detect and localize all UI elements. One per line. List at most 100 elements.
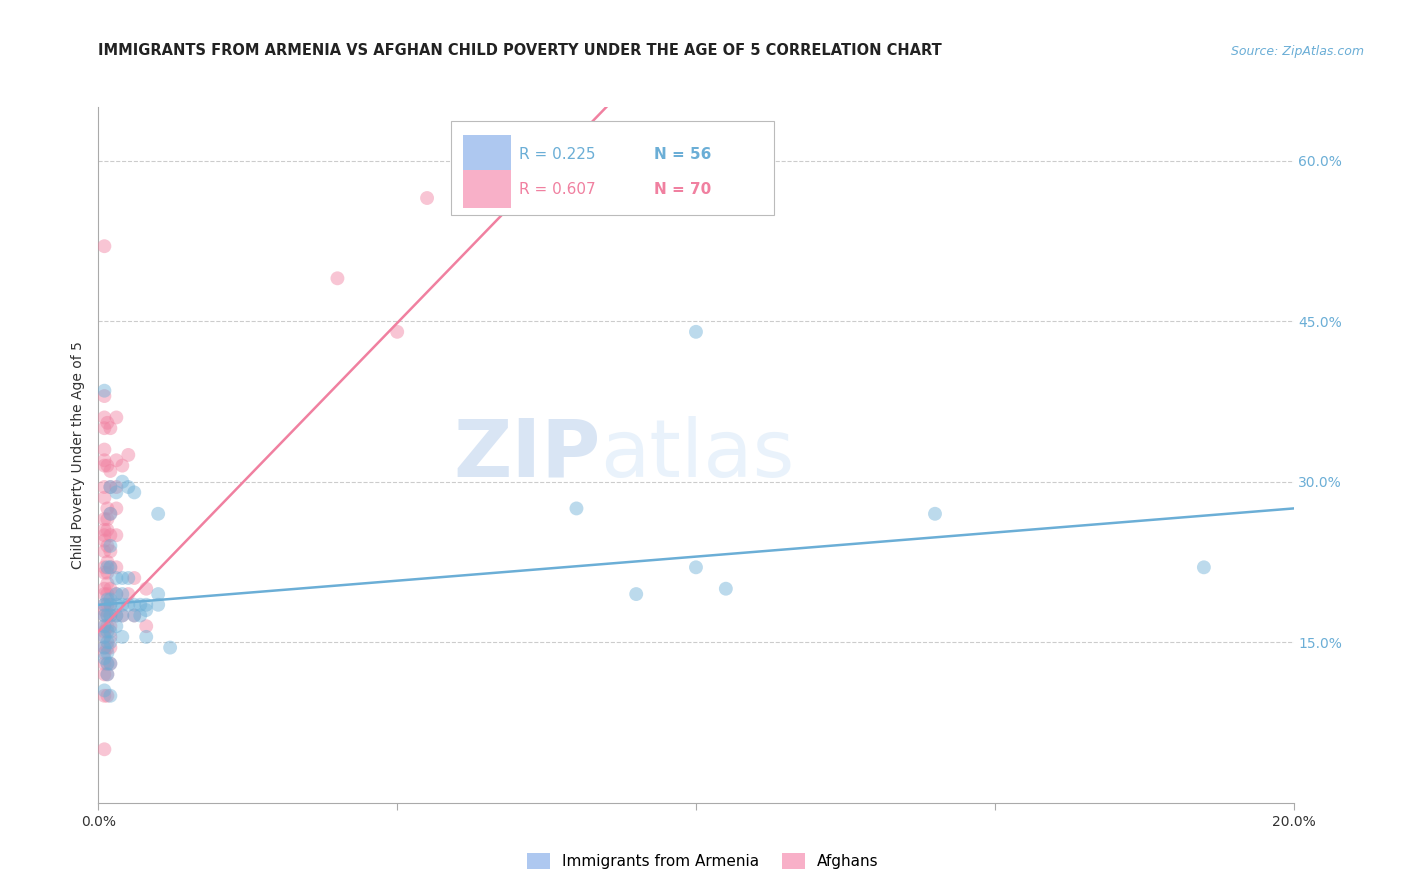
Point xyxy=(100,640,122,655)
Y-axis label: Child Poverty Under the Age of 5: Child Poverty Under the Age of 5 xyxy=(72,341,86,569)
Point xyxy=(124,608,146,623)
Point xyxy=(100,507,122,521)
Point xyxy=(93,630,115,644)
Point xyxy=(96,560,118,574)
Point xyxy=(135,582,157,596)
Point xyxy=(100,592,122,607)
Point xyxy=(93,528,115,542)
Point xyxy=(93,646,115,660)
Point xyxy=(100,598,122,612)
Point xyxy=(96,416,118,430)
Point xyxy=(100,480,122,494)
Point xyxy=(685,560,707,574)
Point xyxy=(135,603,157,617)
Point xyxy=(111,458,134,473)
Point xyxy=(96,523,118,537)
Point xyxy=(105,571,128,585)
Point xyxy=(135,598,157,612)
Point xyxy=(96,646,118,660)
Point xyxy=(148,587,170,601)
Point xyxy=(105,453,128,467)
Point xyxy=(714,582,737,596)
Point xyxy=(100,598,122,612)
Point xyxy=(626,587,648,601)
Point xyxy=(385,325,409,339)
Point xyxy=(148,507,170,521)
Point xyxy=(96,587,118,601)
Point xyxy=(93,640,115,655)
Point xyxy=(96,635,118,649)
Point xyxy=(105,480,128,494)
Text: IMMIGRANTS FROM ARMENIA VS AFGHAN CHILD POVERTY UNDER THE AGE OF 5 CORRELATION C: IMMIGRANTS FROM ARMENIA VS AFGHAN CHILD … xyxy=(98,43,942,58)
Point xyxy=(93,512,115,526)
Point xyxy=(93,453,115,467)
Point xyxy=(124,571,146,585)
Point xyxy=(100,635,122,649)
Point xyxy=(93,619,115,633)
Text: R = 0.225: R = 0.225 xyxy=(519,147,596,161)
Point xyxy=(93,544,115,558)
Text: atlas: atlas xyxy=(600,416,794,494)
Point xyxy=(100,507,122,521)
Point xyxy=(105,410,128,425)
Point xyxy=(96,608,118,623)
Point xyxy=(96,619,118,633)
Point xyxy=(565,501,588,516)
Point xyxy=(96,458,118,473)
Point xyxy=(100,608,122,623)
Point xyxy=(96,576,118,591)
Point xyxy=(93,533,115,548)
Point xyxy=(100,544,122,558)
Point xyxy=(100,464,122,478)
Point xyxy=(124,608,146,623)
Point xyxy=(100,480,122,494)
Point xyxy=(117,480,139,494)
Point xyxy=(93,630,115,644)
Point xyxy=(111,598,134,612)
Point xyxy=(105,528,128,542)
Point xyxy=(117,598,139,612)
Text: R = 0.607: R = 0.607 xyxy=(519,182,596,196)
Point xyxy=(129,598,152,612)
Point xyxy=(96,539,118,553)
Point xyxy=(93,587,115,601)
Point xyxy=(416,191,439,205)
Point xyxy=(100,528,122,542)
Point xyxy=(105,608,128,623)
Point xyxy=(111,571,134,585)
Point xyxy=(111,587,134,601)
Point xyxy=(124,598,146,612)
Point xyxy=(129,608,152,623)
Point xyxy=(96,512,118,526)
Point xyxy=(93,582,115,596)
Point xyxy=(100,582,122,596)
Point xyxy=(93,608,115,623)
Point xyxy=(100,539,122,553)
Text: ZIP: ZIP xyxy=(453,416,600,494)
Point xyxy=(96,667,118,681)
Point xyxy=(105,619,128,633)
Point xyxy=(93,480,115,494)
Point xyxy=(117,448,139,462)
Text: Source: ZipAtlas.com: Source: ZipAtlas.com xyxy=(1230,45,1364,58)
Point xyxy=(111,475,134,489)
Point xyxy=(111,630,134,644)
Point xyxy=(93,239,115,253)
FancyBboxPatch shape xyxy=(463,169,510,208)
Point xyxy=(93,389,115,403)
Point xyxy=(326,271,349,285)
Point xyxy=(1192,560,1215,574)
Point xyxy=(96,592,118,607)
Point xyxy=(105,598,128,612)
Point xyxy=(93,458,115,473)
Point xyxy=(93,683,115,698)
Point xyxy=(93,421,115,435)
Point xyxy=(93,651,115,665)
Point xyxy=(93,624,115,639)
Point xyxy=(96,566,118,580)
Point xyxy=(100,630,122,644)
Point xyxy=(96,555,118,569)
Point xyxy=(100,689,122,703)
Point xyxy=(135,630,157,644)
Point xyxy=(96,689,118,703)
